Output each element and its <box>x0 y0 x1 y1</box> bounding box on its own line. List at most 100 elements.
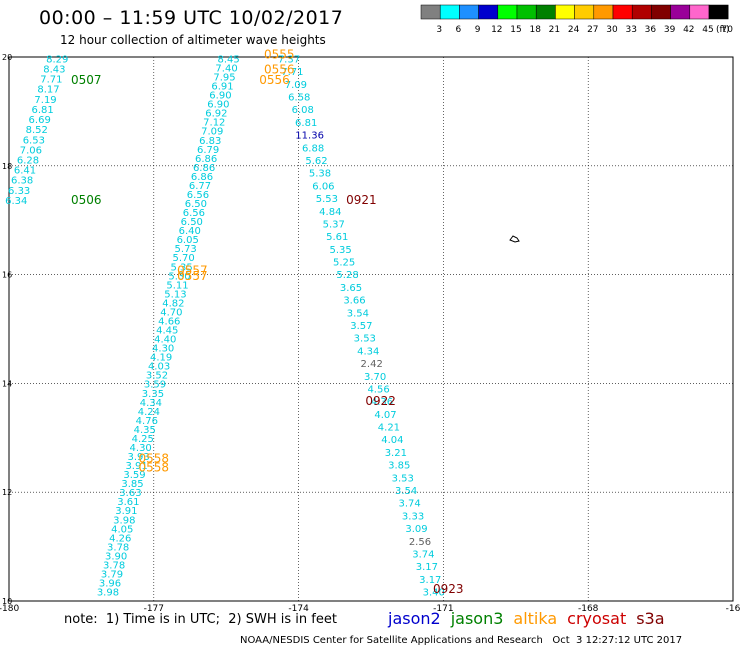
wave-height-label: 3.65 <box>340 283 362 294</box>
wave-height-label: 3.09 <box>405 524 427 535</box>
colorbar-tick-label: 36 <box>645 25 657 35</box>
wave-height-label: 3.40 <box>423 588 445 599</box>
wave-height-label: 2.42 <box>361 359 383 370</box>
wave-height-label: 3.98 <box>97 588 119 599</box>
mission-legend-altika: altika <box>513 609 558 628</box>
wave-height-label: 8.29 <box>46 54 68 65</box>
latitude-label: 14 <box>2 379 12 388</box>
colorbar-tick-label: 9 <box>475 25 481 35</box>
wave-height-label: 4.07 <box>374 410 396 421</box>
credit-line: NOAA/NESDIS Center for Satellite Applica… <box>240 635 683 646</box>
wave-height-label: 6.81 <box>295 118 317 129</box>
wave-height-label: 8.17 <box>37 85 59 96</box>
latitude-label: 12 <box>2 488 12 497</box>
wave-height-label: 6.53 <box>23 135 45 146</box>
wave-height-label: 7.19 <box>34 95 56 106</box>
wave-height-label: 5.61 <box>326 232 348 243</box>
wave-height-label: 3.78 <box>107 542 129 553</box>
page-subtitle: 12 hour collection of altimeter wave hei… <box>60 33 326 47</box>
wave-height-label: 5.62 <box>305 156 327 167</box>
wave-height-label: 4.03 <box>148 362 170 373</box>
wave-height-label: 4.84 <box>319 207 341 218</box>
wave-height-label: 3.96 <box>99 579 121 590</box>
wave-height-label: 3.21 <box>385 448 407 459</box>
wave-height-label: 6.91 <box>211 82 233 93</box>
wave-height-label: 4.56 <box>367 384 389 395</box>
longitude-label: -168 <box>578 604 599 612</box>
wave-height-label: 3.85 <box>388 461 410 472</box>
wave-height-label: 3.59 <box>123 470 145 481</box>
wave-height-label: 3.93 <box>127 452 149 463</box>
pass-time-label: 0506 <box>71 193 102 207</box>
wave-height-label: 7.09 <box>201 127 223 138</box>
colorbar-tick-label: 24 <box>568 25 580 35</box>
pass-time-label: 0923 <box>433 582 464 596</box>
pass-time-label: 0556 <box>264 62 295 76</box>
wave-height-label: 4.24 <box>138 407 160 418</box>
wave-height-label: 4.30 <box>130 443 152 454</box>
longitude-label: -171 <box>433 604 453 612</box>
wave-height-label: 3.33 <box>402 511 424 522</box>
wave-height-label: 4.34 <box>357 346 379 357</box>
colorbar-tick-label: 70 <box>721 25 733 35</box>
wave-height-label: 8.52 <box>26 125 48 136</box>
wave-height-label: 11.36 <box>295 131 324 142</box>
wave-height-label: 6.83 <box>199 136 221 147</box>
wave-height-label: 4.45 <box>156 326 178 337</box>
longitude-label: -177 <box>144 604 164 612</box>
wave-height-label: 8.45 <box>217 54 239 65</box>
mission-legend-cryosat: cryosat <box>567 609 627 628</box>
wave-height-label: 3.85 <box>121 479 143 490</box>
wave-height-label: 4.82 <box>162 298 184 309</box>
mission-legend-jason3: jason3 <box>450 609 504 628</box>
wave-height-label: 6.92 <box>205 109 227 120</box>
colorbar-tick-label: 15 <box>510 25 521 35</box>
wave-height-label: 2.56 <box>409 537 431 548</box>
pass-time-label: 0922 <box>365 394 396 408</box>
island-outline <box>509 235 520 243</box>
colorbar-tick-label: 45 <box>702 25 713 35</box>
wave-height-label: 5.70 <box>172 253 194 264</box>
wave-height-label: 5.13 <box>164 289 186 300</box>
pass-time-label: 0558 <box>139 451 170 465</box>
wave-height-label: 5.53 <box>316 194 338 205</box>
wave-height-label: 6.86 <box>191 172 213 183</box>
pass-time-label: 0555 <box>264 48 295 62</box>
wave-height-label: 7.95 <box>213 73 235 84</box>
pass-time-label: 0507 <box>71 73 102 87</box>
wave-height-label: 5.30 <box>168 271 190 282</box>
colorbar-tick-label: 42 <box>683 25 694 35</box>
wave-height-label: 4.04 <box>381 435 403 446</box>
wave-height-label: 7.09 <box>285 80 307 91</box>
pass-time-label: 0556 <box>259 73 290 87</box>
colorbar-tick-label: 33 <box>625 25 636 35</box>
wave-height-label: 3.66 <box>343 296 365 307</box>
wave-height-label: 6.79 <box>197 145 219 156</box>
wave-height-label: 5.37 <box>323 219 345 230</box>
wave-height-label: 6.34 <box>5 196 27 207</box>
wave-height-label: 6.69 <box>29 115 51 126</box>
wave-height-label: 8.43 <box>43 65 65 76</box>
wave-height-label: 3.90 <box>105 551 127 562</box>
wave-height-label: 6.33 <box>8 186 30 197</box>
wave-height-label: 6.90 <box>209 91 231 102</box>
wave-height-label: 3.57 <box>350 321 372 332</box>
mission-legend-jason2: jason2 <box>388 609 441 628</box>
wave-height-label: 5.28 <box>336 270 358 281</box>
wave-height-label: 5.73 <box>175 244 197 255</box>
wave-height-label: 3.70 <box>364 372 386 383</box>
wave-height-label: 6.41 <box>14 166 36 177</box>
mission-legend: jason2 jason3 altika cryosat s3a <box>388 609 675 628</box>
wave-height-label: 3.35 <box>142 389 164 400</box>
wave-height-label: 3.79 <box>101 569 123 580</box>
mission-legend-s3a: s3a <box>636 609 665 628</box>
longitude-label: -174 <box>288 604 309 612</box>
wave-height-label: 3.54 <box>395 486 417 497</box>
wave-height-label: 5.35 <box>330 245 352 256</box>
wave-height-label: 3.98 <box>113 515 135 526</box>
wave-height-label: 4.66 <box>158 316 180 327</box>
pass-time-label: 0557 <box>177 269 208 283</box>
wave-height-label: 6.58 <box>288 93 310 104</box>
wave-height-label: 4.70 <box>160 307 182 318</box>
